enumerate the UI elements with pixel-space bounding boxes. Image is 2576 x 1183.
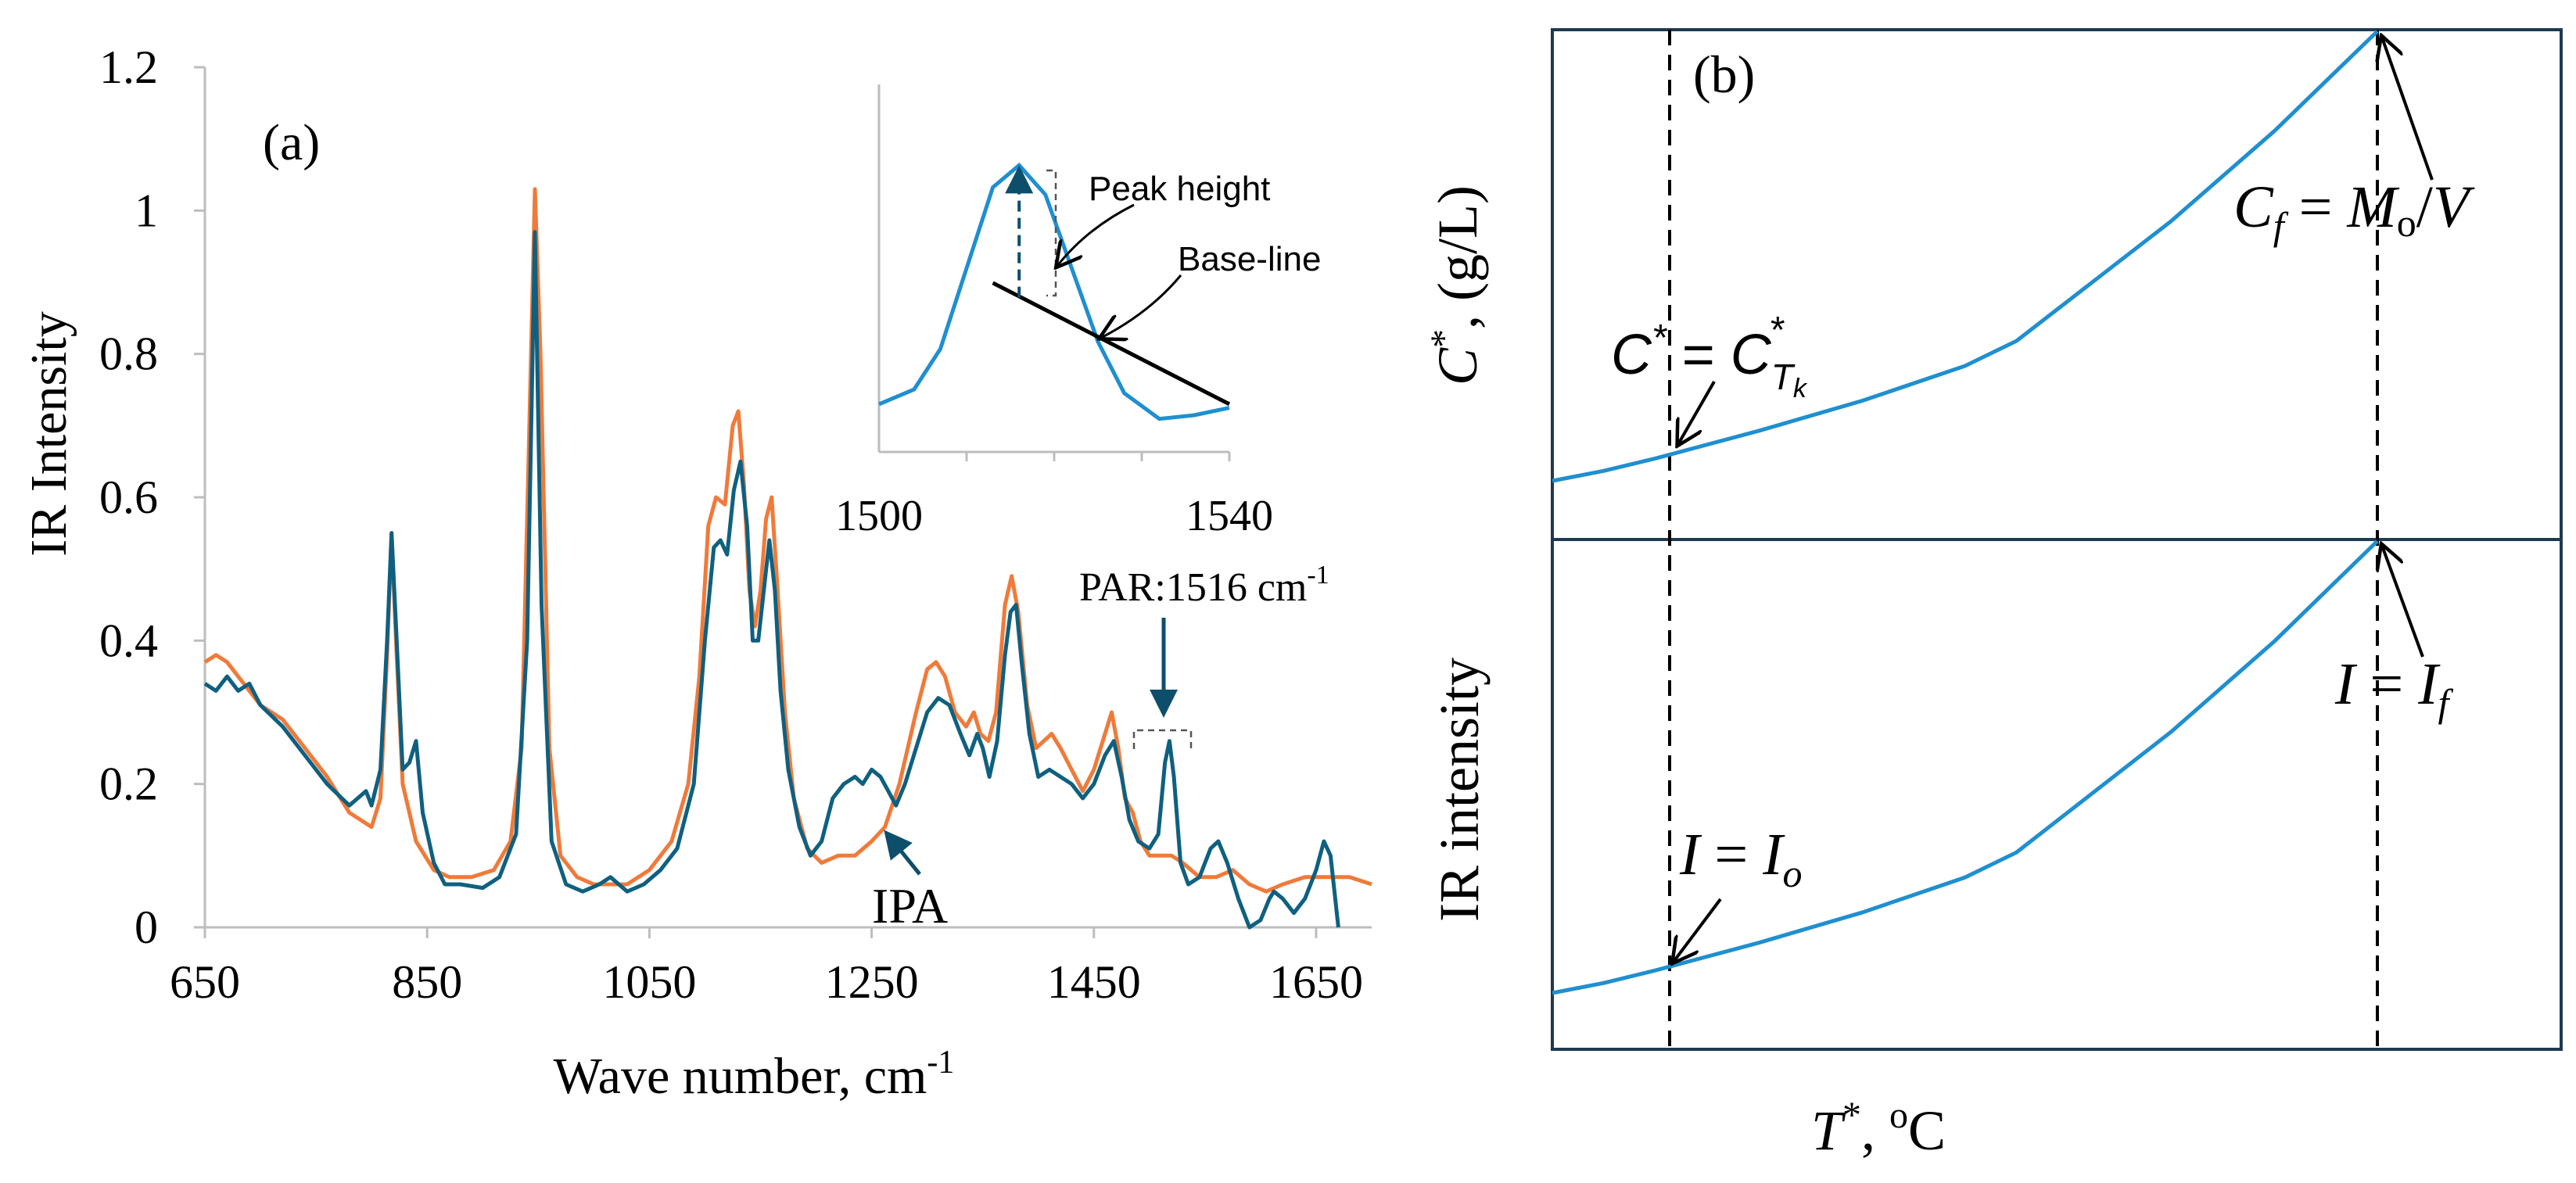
a-y-tick-label: 0.8 [99,328,158,380]
a-panel-label: (a) [263,114,320,171]
ipa-label: IPA [872,878,948,934]
ipa-arrow [884,830,921,876]
b-if-label: I = If [2334,651,2454,725]
a-y-tick-label: 0.2 [99,758,158,810]
inset-peak-bracket [1046,169,1057,297]
a-x-tick-label: 650 [170,956,240,1008]
inset-peak-height-label: Peak height [1089,170,1270,208]
inset-peak-curve [878,162,1230,421]
inset-x-tick-label: 1500 [835,492,923,540]
a-y-tick-label: 0 [135,902,158,953]
b-panel-label: (b) [1693,45,1755,104]
inset-baseline [992,281,1231,407]
a-x-tick-label: 1250 [825,956,919,1008]
a-y-tick-label: 0.4 [99,615,158,666]
a-x-ticks: 650 850 1050 1250 1450 1650 [170,927,1363,1008]
panel-b-chart: (b) C*, (g/L) IR intensity T*, oC C* = C… [1423,28,2563,1162]
a-y-axis-label: IR Intensity [20,311,77,556]
panel-a-chart: 0 0.2 0.4 0.6 0.8 1 1.2 650 850 1050 1250 1450 1650… [20,41,1372,1105]
b-cf-arrow [2382,38,2434,181]
a-x-axis-label-sup: -1 [927,1045,954,1081]
b-top-y-label: C*, (g/L) [1423,185,1489,385]
a-x-tick-label: 850 [392,956,462,1008]
b-io-arrow [1674,898,1722,962]
b-x-axis-label: T*, oC [1811,1095,1946,1162]
b-bottom-curve [1552,540,2379,995]
par-label-main: PAR:1516 cm [1079,565,1307,610]
a-series-ipa [203,187,1372,894]
b-cf-label: Cf = Mo/V [2233,174,2475,248]
a-y-tick-label: 1.2 [99,41,158,93]
inset-x-tick-label: 1540 [1186,492,1273,540]
par-bracket [1132,729,1193,749]
a-x-axis-label-main: Wave number, cm [554,1048,927,1105]
a-x-axis-label: Wave number, cm-1 [554,1045,955,1105]
inset-baseline-label: Base-line [1178,240,1321,278]
b-c-star-label: C* = CTk* [1611,310,1808,403]
a-y-tick-label: 1 [135,185,158,236]
baseline-pointer [1101,274,1182,338]
a-x-tick-label: 1650 [1269,956,1363,1008]
b-bottom-frame [1551,538,2563,1051]
a-y-tick-label: 0.6 [99,471,158,523]
b-if-arrow [2382,546,2424,658]
b-io-label: I = Io [1679,822,1803,895]
b-top-frame [1551,28,2563,541]
a-x-tick-label: 1050 [602,956,696,1008]
b-top-curve [1552,30,2379,483]
b-c-star-arrow [1678,381,1716,444]
par-label: PAR:1516 cm-1 [1079,561,1329,610]
peak-height-pointer [1057,203,1135,266]
a-series-group [203,187,1372,930]
par-label-sup: -1 [1307,561,1329,590]
a-series-par [203,230,1340,930]
a-inset: Peak height Base-line 1500 1540 [835,84,1321,540]
a-x-tick-label: 1450 [1047,956,1141,1008]
b-bottom-y-label: IR intensity [1428,658,1491,922]
a-y-ticks: 0 0.2 0.4 0.6 0.8 1 1.2 [99,41,205,953]
